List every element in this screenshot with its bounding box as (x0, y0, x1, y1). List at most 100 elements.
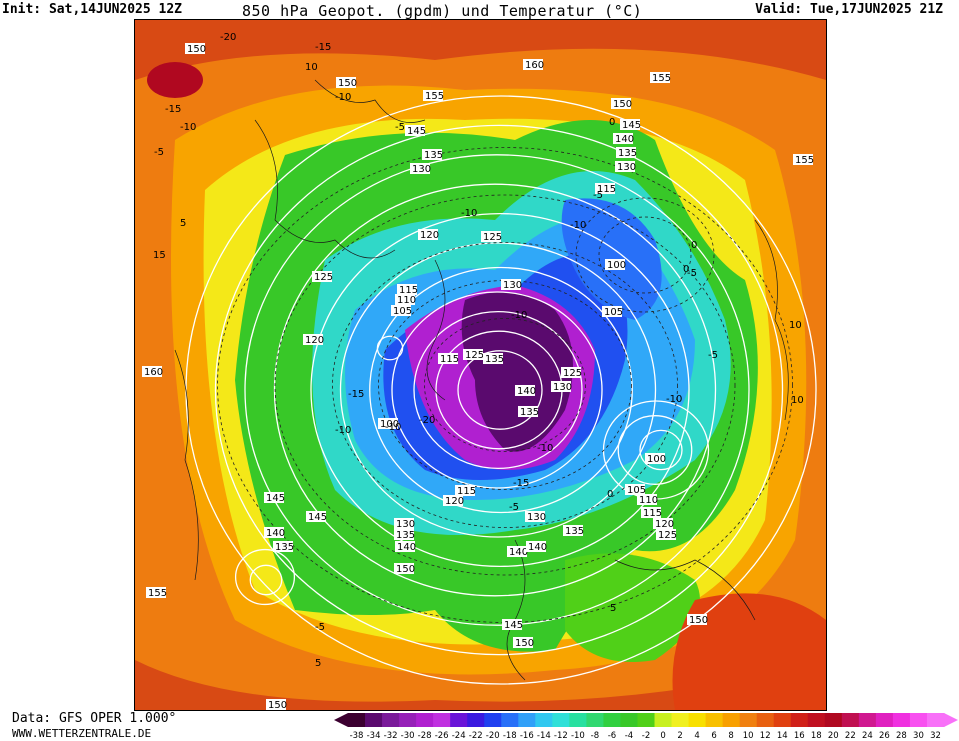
legend-colorbar (334, 713, 958, 727)
legend-color-swatch (722, 713, 741, 727)
geopotential-label-bg (526, 541, 546, 552)
geopotential-label-bg (501, 279, 521, 290)
temperature-label: -10 (335, 425, 351, 436)
geopotential-label-bg (650, 72, 670, 83)
legend-tick-label: 32 (930, 731, 941, 741)
geopotential-label: 115 (597, 184, 616, 195)
geopotential-contour-line (214, 124, 784, 656)
legend-color-swatch (348, 713, 366, 727)
legend-color-swatch (909, 713, 928, 727)
geopotential-label-bg (551, 381, 571, 392)
geopotential-label: 135 (565, 526, 584, 537)
legend-color-swatch (756, 713, 775, 727)
geopotential-label-bg (502, 619, 522, 630)
legend-tick-label: 18 (811, 731, 822, 741)
temperature-isotherm-line (274, 194, 736, 576)
temperature-isotherm-line (332, 242, 678, 528)
legend-tick-label: 8 (728, 731, 733, 741)
temperature-label: -10 (511, 310, 527, 321)
temperature-field-hot-northwest (147, 62, 203, 98)
legend-color-swatch (501, 713, 519, 727)
geopotential-label: 115 (440, 354, 459, 365)
geopotential-contour-line (339, 242, 657, 538)
legend-tick-label: 16 (794, 731, 805, 741)
geopotential-label: 130 (527, 512, 546, 523)
color-legend: -38 -34 -32 -30 -28 -26 -24 -22 -20 -18 -16 -14 -12-… (334, 713, 958, 741)
geopotential-label-bg (405, 125, 425, 136)
temperature-label: 5 (610, 603, 616, 614)
geopotential-label-bg (394, 563, 414, 574)
geopotential-label: 130 (617, 162, 636, 173)
geopotential-label: 120 (655, 519, 674, 530)
legend-color-swatch (450, 713, 468, 727)
legend-color-swatch (484, 713, 502, 727)
geopotential-label-bg (410, 163, 430, 174)
geopotential-label-bg (613, 133, 633, 144)
legend-tick-label: -4 (625, 731, 633, 741)
temperature-label: 0 (683, 264, 689, 275)
legend-color-swatch (569, 713, 587, 727)
geopotential-contour-line (639, 429, 683, 471)
legend-color-swatch (926, 713, 945, 727)
legend-color-swatch (875, 713, 894, 727)
geopotential-label-bg (443, 495, 463, 506)
geopotential-label-bg (481, 231, 501, 242)
legend-color-swatch (603, 713, 621, 727)
geopotential-label: 135 (618, 148, 637, 159)
geopotential-contour-line (310, 212, 690, 568)
legend-tick-label: 0 (660, 731, 665, 741)
geopotential-label-bg (264, 527, 284, 538)
geopotential-label-bg (525, 511, 545, 522)
temperature-label: -5 (315, 622, 325, 633)
geopotential-label-bg (395, 541, 415, 552)
geopotential-label: 120 (420, 230, 439, 241)
geopotential-label-bg (455, 485, 475, 496)
geopotential-contour-line (413, 310, 583, 470)
legend-tick-label: -38 (350, 731, 364, 741)
legend-color-swatch (518, 713, 536, 727)
geopotential-label: 150 (613, 99, 632, 110)
geopotential-label: 135 (396, 530, 415, 541)
geopotential-label: 125 (314, 272, 333, 283)
geopotential-label: 145 (308, 512, 327, 523)
geopotential-label: 120 (445, 496, 464, 507)
legend-color-swatch (637, 713, 656, 727)
legend-tick-label: -32 (384, 731, 398, 741)
geopotential-label: 150 (187, 44, 206, 55)
legend-tick-label: 6 (711, 731, 716, 741)
geopotential-label-bg (793, 154, 813, 165)
legend-color-swatch (892, 713, 911, 727)
geopotential-label-bg (264, 492, 284, 503)
geopotential-label: 125 (465, 350, 484, 361)
legend-tick-label: 30 (913, 731, 924, 741)
geopotential-label: 135 (424, 150, 443, 161)
geopotential-contour-line (391, 291, 603, 489)
temperature-label: -5 (593, 190, 603, 201)
legend-arrow-right (944, 713, 958, 727)
temperature-label: -5 (708, 350, 718, 361)
geopotential-label: 145 (266, 493, 285, 504)
temperature-label: -15 (513, 478, 529, 489)
legend-tick-label: -20 (486, 731, 500, 741)
geopotential-label: 150 (689, 615, 708, 626)
geopotential-label-bg (142, 366, 162, 377)
geopotential-label-bg (518, 406, 538, 417)
geopotential-label: 135 (485, 354, 504, 365)
temperature-label: -10 (461, 208, 477, 219)
geopotential-labels: 1501501601551501551451401351301551451351… (142, 43, 814, 710)
legend-color-swatch (807, 713, 826, 727)
legend-tick-label: 20 (828, 731, 839, 741)
legend-color-swatch (586, 713, 604, 727)
geopotential-label: 140 (615, 134, 634, 145)
legend-color-swatch (620, 713, 638, 727)
temperature-label: -10 (180, 122, 196, 133)
legend-tick-label: 10 (743, 731, 754, 741)
geopotential-label-bg (273, 541, 293, 552)
legend-color-swatch (416, 713, 434, 727)
temperature-label: -10 (570, 220, 586, 231)
geopotential-label-bg (687, 614, 707, 625)
legend-color-swatch (552, 713, 570, 727)
geopotential-label-bg (645, 453, 665, 464)
geopotential-label: 145 (622, 120, 641, 131)
temperature-label: 0 (609, 117, 615, 128)
